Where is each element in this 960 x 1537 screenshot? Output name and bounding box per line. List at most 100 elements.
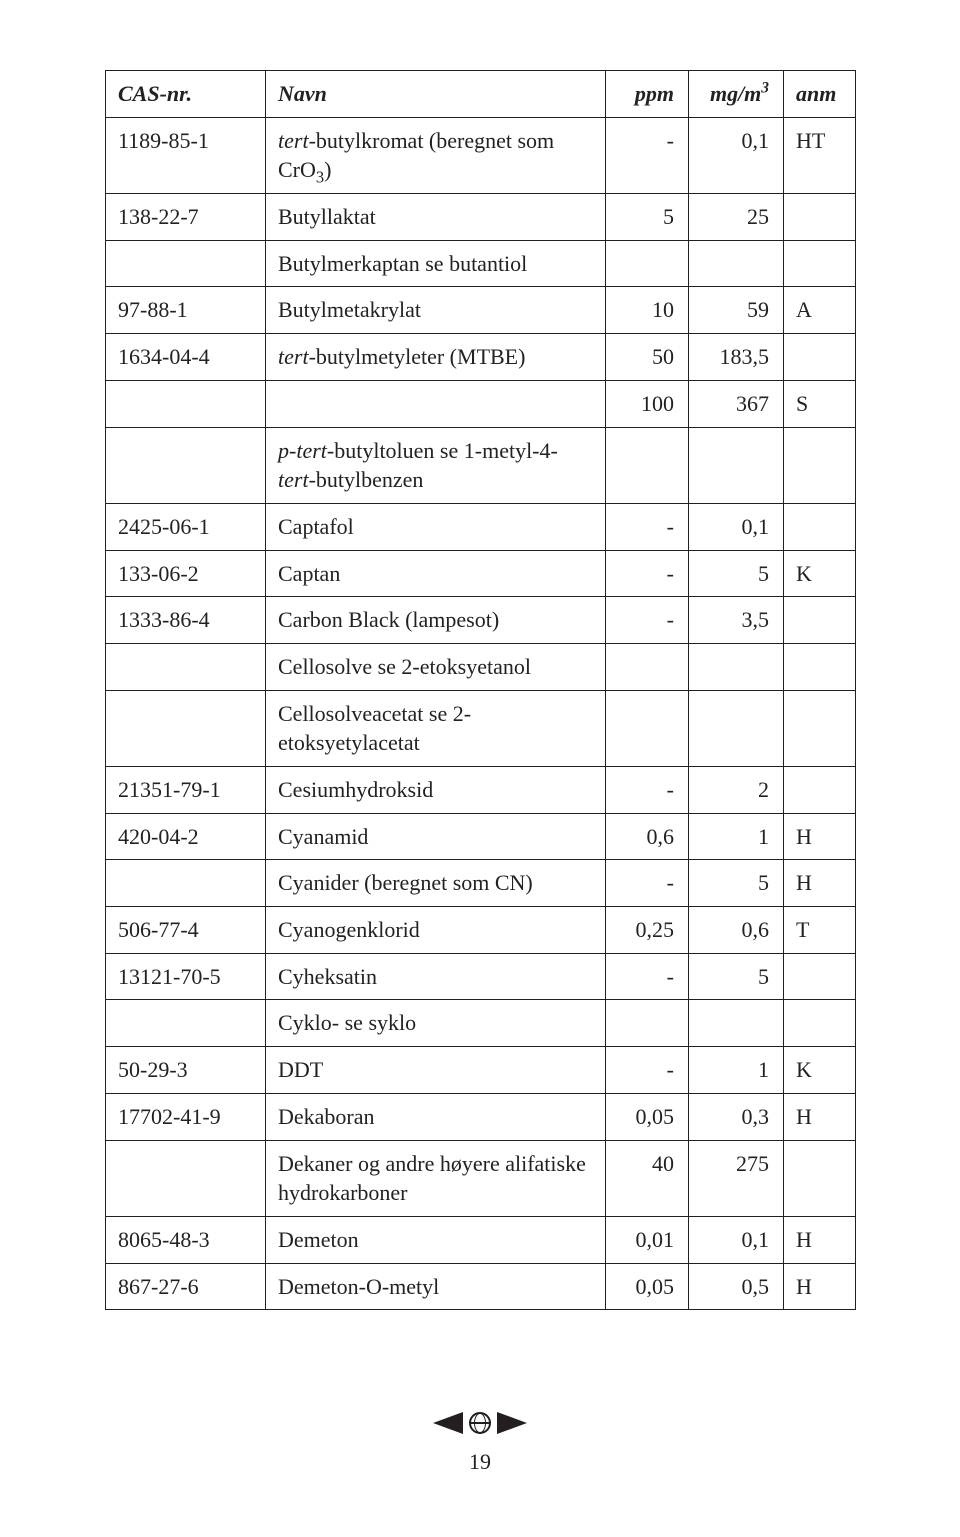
cell-cas: 506-77-4 [106, 907, 266, 954]
table-row: p-tert-butyltoluen se 1-metyl-4-tert-but… [106, 427, 856, 503]
cell-cas: 133-06-2 [106, 550, 266, 597]
table-row: 1333-86-4Carbon Black (lampesot)-3,5 [106, 597, 856, 644]
cell-mgm: 5 [689, 953, 784, 1000]
cell-ppm: 0,6 [606, 813, 689, 860]
cell-anm: H [784, 813, 856, 860]
cell-anm [784, 767, 856, 814]
triangle-right-icon [497, 1412, 527, 1434]
cell-anm: A [784, 287, 856, 334]
table-row: 133-06-2Captan-5K [106, 550, 856, 597]
cell-ppm: 100 [606, 380, 689, 427]
cell-ppm [606, 1000, 689, 1047]
cell-anm [784, 240, 856, 287]
page: CAS-nr. Navn ppm mg/m3 anm 1189-85-1tert… [0, 0, 960, 1537]
cell-ppm: - [606, 860, 689, 907]
cell-navn: p-tert-butyltoluen se 1-metyl-4-tert-but… [266, 427, 606, 503]
table-row: 100367S [106, 380, 856, 427]
cell-navn: Butyllaktat [266, 194, 606, 241]
cell-mgm: 0,1 [689, 1216, 784, 1263]
cell-ppm: - [606, 1047, 689, 1094]
cell-anm [784, 1000, 856, 1047]
cell-mgm: 3,5 [689, 597, 784, 644]
page-number: 19 [0, 1449, 960, 1475]
table-row: 420-04-2Cyanamid0,61H [106, 813, 856, 860]
cell-mgm [689, 1000, 784, 1047]
globe-icon [469, 1412, 491, 1434]
cell-anm: H [784, 1263, 856, 1310]
cell-mgm: 5 [689, 550, 784, 597]
cell-mgm: 0,6 [689, 907, 784, 954]
table-row: 867-27-6Demeton-O-metyl0,050,5H [106, 1263, 856, 1310]
triangle-left-icon [433, 1412, 463, 1434]
cell-navn [266, 380, 606, 427]
cell-ppm [606, 427, 689, 503]
cell-ppm: 50 [606, 334, 689, 381]
cell-ppm: 0,05 [606, 1093, 689, 1140]
cell-mgm: 275 [689, 1140, 784, 1216]
cell-anm [784, 334, 856, 381]
cell-anm: H [784, 1093, 856, 1140]
col-header-navn: Navn [266, 71, 606, 118]
cell-mgm: 2 [689, 767, 784, 814]
cell-anm [784, 643, 856, 690]
cell-anm: T [784, 907, 856, 954]
cell-anm: H [784, 1216, 856, 1263]
cell-navn: tert-butylkromat (beregnet som CrO3) [266, 117, 606, 193]
cell-ppm: 5 [606, 194, 689, 241]
cell-anm [784, 1140, 856, 1216]
cell-cas [106, 1000, 266, 1047]
cell-mgm: 0,1 [689, 117, 784, 193]
table-row: Cyanider (beregnet som CN)-5H [106, 860, 856, 907]
cell-ppm [606, 240, 689, 287]
cell-navn: DDT [266, 1047, 606, 1094]
table-header-row: CAS-nr. Navn ppm mg/m3 anm [106, 71, 856, 118]
cell-mgm [689, 427, 784, 503]
cell-navn: tert-butylmetyleter (MTBE) [266, 334, 606, 381]
cell-ppm: 0,01 [606, 1216, 689, 1263]
cell-cas [106, 1140, 266, 1216]
cell-ppm: - [606, 503, 689, 550]
col-header-cas: CAS-nr. [106, 71, 266, 118]
cell-mgm: 0,5 [689, 1263, 784, 1310]
cell-anm [784, 953, 856, 1000]
table-row: 13121-70-5Cyheksatin-5 [106, 953, 856, 1000]
cell-navn: Butylmetakrylat [266, 287, 606, 334]
table-row: 138-22-7Butyllaktat525 [106, 194, 856, 241]
cell-mgm: 59 [689, 287, 784, 334]
cell-anm: HT [784, 117, 856, 193]
cell-ppm: 10 [606, 287, 689, 334]
cell-navn: Captafol [266, 503, 606, 550]
table-row: Cellosolve se 2-etoksyetanol [106, 643, 856, 690]
cell-cas: 1634-04-4 [106, 334, 266, 381]
cell-mgm [689, 643, 784, 690]
cell-mgm: 0,1 [689, 503, 784, 550]
cell-mgm: 367 [689, 380, 784, 427]
cell-navn: Cellosolveacetat se 2-etoksyetylacetat [266, 690, 606, 766]
cell-mgm [689, 240, 784, 287]
table-row: 2425-06-1Captafol-0,1 [106, 503, 856, 550]
table-row: 97-88-1Butylmetakrylat1059A [106, 287, 856, 334]
cell-ppm: - [606, 767, 689, 814]
cell-navn: Demeton-O-metyl [266, 1263, 606, 1310]
table-row: 21351-79-1Cesiumhydroksid-2 [106, 767, 856, 814]
cell-navn: Dekaner og andre høyere alifatiske hydro… [266, 1140, 606, 1216]
cell-ppm [606, 690, 689, 766]
cell-cas: 13121-70-5 [106, 953, 266, 1000]
cell-cas: 97-88-1 [106, 287, 266, 334]
cell-navn: Butylmerkaptan se butantiol [266, 240, 606, 287]
cell-cas: 21351-79-1 [106, 767, 266, 814]
cell-cas: 17702-41-9 [106, 1093, 266, 1140]
cell-cas [106, 690, 266, 766]
cell-ppm: 0,25 [606, 907, 689, 954]
page-footer: 19 [0, 1412, 960, 1475]
table-row: Cellosolveacetat se 2-etoksyetylacetat [106, 690, 856, 766]
cell-anm [784, 194, 856, 241]
table-row: 8065-48-3Demeton0,010,1H [106, 1216, 856, 1263]
cell-navn: Demeton [266, 1216, 606, 1263]
cell-navn: Cyanogenklorid [266, 907, 606, 954]
cell-mgm: 183,5 [689, 334, 784, 381]
cell-cas: 8065-48-3 [106, 1216, 266, 1263]
cell-ppm [606, 643, 689, 690]
cell-mgm: 1 [689, 1047, 784, 1094]
cell-navn: Cellosolve se 2-etoksyetanol [266, 643, 606, 690]
